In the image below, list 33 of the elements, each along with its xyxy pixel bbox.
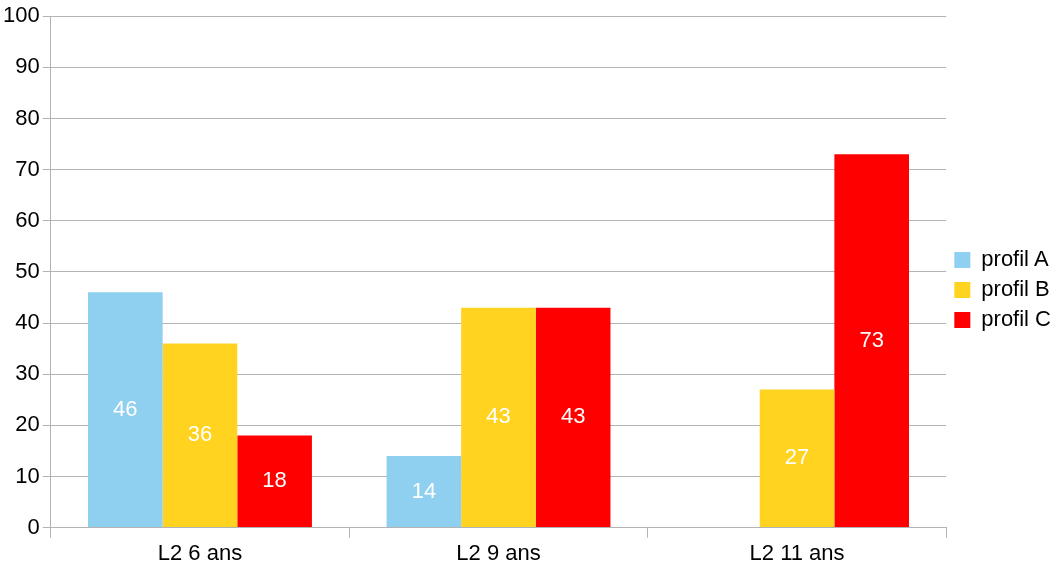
- y-tick-label: 20: [15, 411, 40, 437]
- data-label: 27: [784, 444, 810, 470]
- y-tick-label: 40: [15, 309, 40, 335]
- y-tick-label: 50: [15, 257, 40, 283]
- y-tick-label: 30: [15, 360, 40, 386]
- x-tick-label: L2 11 ans: [749, 539, 845, 565]
- bar: [461, 307, 536, 528]
- y-tick-label: 80: [15, 104, 40, 130]
- legend-label: profil A: [981, 246, 1049, 272]
- legend-label: profil C: [981, 306, 1052, 332]
- data-label: 73: [859, 326, 884, 352]
- bar: [88, 292, 163, 528]
- data-label: 14: [411, 477, 437, 503]
- y-tick-label: 10: [15, 462, 40, 488]
- data-label: 18: [262, 467, 287, 493]
- y-tick-label: 90: [15, 53, 40, 79]
- bar: [237, 435, 312, 528]
- data-label: 46: [113, 395, 138, 421]
- x-tick-label: L2 9 ans: [456, 539, 541, 565]
- data-label: 43: [560, 403, 586, 429]
- bar: [834, 154, 909, 528]
- bar: [386, 456, 462, 528]
- bar: [535, 307, 611, 528]
- y-tick-label: 0: [27, 513, 40, 539]
- bar: [759, 389, 835, 528]
- legend-label: profil B: [981, 276, 1050, 302]
- x-tick-label: L2 6 ans: [157, 539, 243, 565]
- data-label: 43: [486, 403, 511, 429]
- y-tick-label: 100: [2, 2, 40, 28]
- data-label: 36: [187, 421, 213, 447]
- y-tick-label: 60: [15, 206, 40, 232]
- y-tick-label: 70: [15, 155, 40, 181]
- bar: [162, 343, 238, 528]
